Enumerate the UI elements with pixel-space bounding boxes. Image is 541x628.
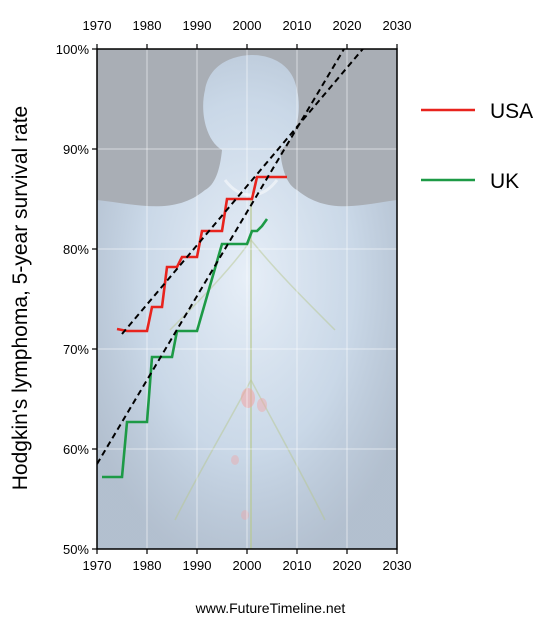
series-line-uk xyxy=(102,218,269,479)
x-tick-label: 2030 xyxy=(383,558,412,573)
x-tick-label-top: 1980 xyxy=(133,18,162,33)
y-tick-label: 70% xyxy=(63,342,89,357)
x-tick-label: 1990 xyxy=(183,558,212,573)
legend-label-uk: UK xyxy=(490,170,519,193)
footer-credit: www.FutureTimeline.net xyxy=(195,600,346,616)
trend-line-2 xyxy=(121,49,365,335)
x-tick-label-top: 1970 xyxy=(83,18,112,33)
y-tick-label: 90% xyxy=(63,142,89,157)
y-tick-label: 50% xyxy=(63,542,89,557)
x-tick-label: 2010 xyxy=(283,558,312,573)
y-tick-label: 60% xyxy=(63,442,89,457)
x-tick-label-top: 2030 xyxy=(383,18,412,33)
x-tick-label: 1980 xyxy=(133,558,162,573)
y-tick-label: 80% xyxy=(63,242,89,257)
x-tick-label-top: 2020 xyxy=(333,18,362,33)
x-tick-label-top: 2000 xyxy=(233,18,262,33)
trend-line-3 xyxy=(97,49,346,465)
x-tick-label: 1970 xyxy=(83,558,112,573)
legend-label-usa: USA xyxy=(490,100,533,123)
series-line-usa xyxy=(116,175,287,333)
axes: 1970 1970 1980 1980 1990 1990 2000 2000 2010 2010… xyxy=(56,18,412,573)
x-tick-label: 2000 xyxy=(233,558,262,573)
grid xyxy=(97,49,397,549)
x-tick-label-top: 2010 xyxy=(283,18,312,33)
x-tick-label-top: 1990 xyxy=(183,18,212,33)
y-axis-label: Hodgkin's lymphoma, 5-year survival rate xyxy=(9,106,32,491)
legend: USA UK xyxy=(421,100,533,193)
series-layer xyxy=(97,49,365,479)
x-tick-label: 2020 xyxy=(333,558,362,573)
y-tick-label: 100% xyxy=(56,42,90,57)
